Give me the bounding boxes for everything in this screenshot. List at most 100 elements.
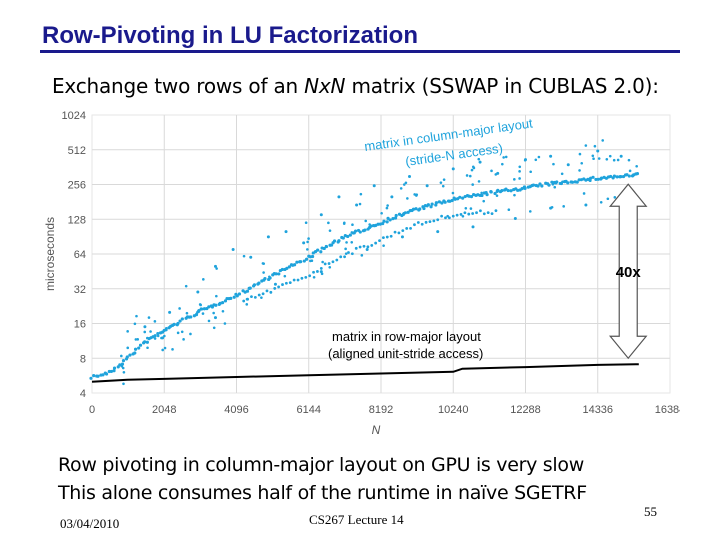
column-major-point [529,170,532,174]
column-major-point [518,170,521,173]
column-major-point [316,248,320,252]
column-major-point [409,226,412,230]
column-major-point [500,188,504,193]
column-major-point [212,311,215,315]
column-major-point [126,346,130,350]
column-major-point [214,303,218,307]
column-major-point [308,274,312,278]
column-major-point [390,195,394,199]
column-major-point [597,157,601,160]
y-tick-label: 64 [74,249,86,261]
column-major-point [451,191,455,195]
column-major-point [319,213,323,217]
bullet-list: Row pivoting in column-major layout on G… [58,451,587,507]
column-major-point [388,218,392,222]
column-major-point [439,181,443,184]
column-major-point [126,330,129,333]
column-major-point [411,207,416,211]
column-major-point [207,319,211,323]
column-major-point [560,172,564,176]
column-major-point [284,230,288,234]
slide-title: Row-Pivoting in LU Factorization [42,22,418,49]
column-major-point [451,214,455,218]
column-major-point [596,149,600,153]
column-major-point [262,271,265,274]
column-major-point [358,245,362,249]
column-major-point [425,184,429,188]
column-major-point [430,202,434,206]
column-major-point [328,229,332,232]
column-major-point [245,297,249,301]
column-major-point [287,265,291,269]
column-major-point [562,205,565,208]
column-major-point [112,369,116,373]
column-major-point [365,248,369,252]
column-major-point [120,354,123,358]
column-major-point [304,221,308,225]
column-major-point [296,278,300,282]
column-major-point [615,175,619,179]
column-major-point [215,267,218,270]
column-major-point [138,343,143,347]
column-major-point [459,213,463,216]
column-major-point [489,190,493,194]
column-major-point [360,254,364,257]
column-major-point [461,196,465,200]
column-major-point [393,230,397,234]
column-major-point [551,182,555,186]
subtitle-emphasis: NxN [304,74,346,98]
column-major-point [307,237,310,240]
column-major-point [178,307,181,310]
column-major-point [109,369,114,374]
column-major-point [331,260,335,264]
column-major-point [470,168,474,172]
column-major-point [153,334,157,338]
column-major-point [121,366,125,370]
column-major-point [128,353,132,357]
column-major-point [436,230,440,234]
column-major-point [223,299,228,303]
column-major-point [199,303,202,307]
subtitle-suffix: matrix (SSWAP in CUBLAS 2.0): [345,74,659,98]
y-tick-label: 256 [68,180,86,192]
column-major-point [137,346,141,350]
column-major-point [493,191,497,196]
column-major-point [480,191,483,195]
y-tick-label: 128 [68,214,86,226]
column-major-point [612,158,616,162]
column-major-point [401,229,405,233]
column-major-point [284,281,288,285]
column-major-point [507,208,511,212]
column-major-point [143,325,147,329]
column-major-point [163,334,166,338]
row-major-label-line1: matrix in row-major layout [332,329,481,344]
column-major-point [242,299,246,303]
column-major-point [89,376,93,380]
column-major-point [136,338,140,341]
column-major-point [553,185,557,189]
column-major-point [324,244,328,248]
column-major-point [292,278,296,282]
column-major-point [257,281,261,285]
column-major-point [380,211,383,215]
column-major-point [635,172,640,176]
column-major-point [578,152,582,156]
column-major-point [196,310,199,314]
column-major-point [404,181,408,185]
column-major-point [502,156,505,159]
column-major-point [319,270,323,274]
column-major-point [283,274,287,278]
column-major-point [104,372,109,376]
column-major-point [471,165,475,169]
column-major-point [364,219,368,223]
column-major-point [134,338,138,341]
y-tick-label: 16 [74,319,86,331]
column-major-point [471,212,475,215]
column-major-point [482,199,486,203]
column-major-point [547,183,551,187]
x-tick-label: 6144 [297,404,321,416]
column-major-point [202,307,207,311]
column-major-point [327,262,331,265]
column-major-point [305,257,309,261]
column-major-point [339,255,343,259]
